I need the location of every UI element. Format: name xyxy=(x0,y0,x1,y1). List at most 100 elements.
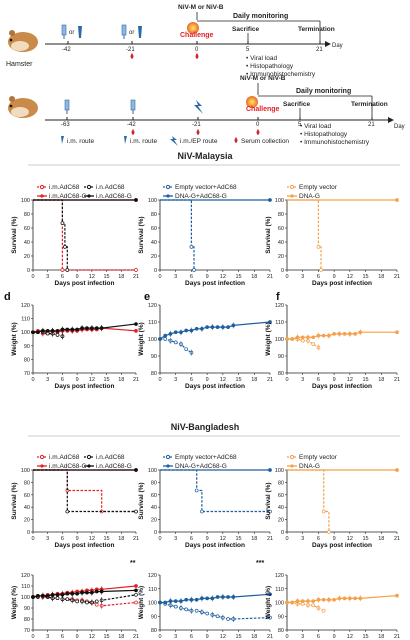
x-tick-label: 3 xyxy=(174,274,177,280)
legend-label: i.m.AdC68-G xyxy=(49,193,87,200)
day-tick: -21 xyxy=(126,47,135,53)
data-point xyxy=(134,592,138,597)
data-point xyxy=(226,617,230,621)
virus-burst-icon xyxy=(187,22,199,34)
series-line xyxy=(160,199,195,270)
data-point xyxy=(300,338,305,343)
data-point xyxy=(311,335,316,340)
y-tick-label: 80 xyxy=(151,628,157,634)
data-point xyxy=(134,588,138,593)
series-line xyxy=(32,327,137,333)
data-point xyxy=(31,330,35,335)
y-axis-label: Weight (%) xyxy=(11,322,18,355)
x-tick-label: 15 xyxy=(363,634,369,640)
x-tick-label: 6 xyxy=(317,377,320,383)
virus-burst-icon xyxy=(246,96,258,108)
y-tick-label: 110 xyxy=(148,587,157,593)
x-tick-label: 0 xyxy=(31,634,34,640)
hamster-icon-2 xyxy=(8,96,38,118)
y-axis-label: Survival (%) xyxy=(138,482,145,519)
data-point xyxy=(321,608,326,613)
data-point xyxy=(194,608,199,613)
data-point xyxy=(285,600,289,605)
series-line xyxy=(159,601,271,620)
legend-label: i.n.AdC68 xyxy=(96,184,125,191)
y-tick-label: 80 xyxy=(24,480,30,486)
data-point xyxy=(226,325,230,329)
y-tick-label: 60 xyxy=(278,493,284,499)
data-point xyxy=(332,332,336,336)
series-line xyxy=(160,593,271,604)
data-point xyxy=(65,591,70,596)
x-tick-label: 9 xyxy=(333,377,336,383)
readout-item: • Histopathology xyxy=(246,63,294,70)
data-point xyxy=(134,268,138,272)
y-tick-label: 110 xyxy=(275,587,284,593)
y-tick-label: 0 xyxy=(154,268,157,274)
x-tick-label: 9 xyxy=(76,634,79,640)
data-point xyxy=(342,596,347,601)
series-line xyxy=(33,469,136,513)
termination-label: Termination xyxy=(351,101,388,108)
data-point xyxy=(321,509,326,514)
timeline-arrow xyxy=(388,117,394,123)
data-point xyxy=(45,328,50,333)
y-tick-label: 90 xyxy=(24,606,30,612)
x-tick-label: 15 xyxy=(104,634,110,640)
data-point xyxy=(173,604,178,609)
data-point xyxy=(215,614,220,619)
day-label: Day xyxy=(332,43,343,49)
data-point xyxy=(332,597,336,602)
x-tick-label: 6 xyxy=(190,274,193,280)
readout-item: • Immunohistochemistry xyxy=(246,71,316,78)
x-tick-label: 15 xyxy=(104,274,110,280)
significance-mark: *** xyxy=(256,560,264,567)
data-point xyxy=(65,597,70,602)
y-tick-label: 20 xyxy=(151,518,157,524)
y-tick-label: 80 xyxy=(24,212,30,218)
day-tick: 5 xyxy=(246,47,250,53)
chart-B-survival-3: 0 20 40 60 80 100 0 3 6 9 12 15 18 21 Days post infect… xyxy=(265,468,400,549)
x-tick-label: 3 xyxy=(174,377,177,383)
x-tick-label: 6 xyxy=(190,377,193,383)
data-point xyxy=(226,595,230,599)
readout-item: • Immunohistochemistry xyxy=(300,139,370,146)
timeline-2: Day -63 -42 -21 0 5 21 NiV-M or NiV-B Ch… xyxy=(8,75,405,146)
data-point xyxy=(194,326,199,331)
x-tick-label: 9 xyxy=(76,274,79,280)
data-point xyxy=(353,332,357,336)
series-line xyxy=(33,323,137,333)
day-tick: -42 xyxy=(62,47,71,53)
x-tick-label: 9 xyxy=(333,536,336,542)
data-point xyxy=(268,198,272,202)
series-line xyxy=(287,469,330,532)
day-tick: -42 xyxy=(127,122,136,128)
x-tick-label: 15 xyxy=(104,377,110,383)
data-point xyxy=(65,327,70,332)
y-tick-label: 80 xyxy=(278,480,284,486)
blood-drop-icon xyxy=(131,129,135,135)
y-axis-label: Weight (%) xyxy=(11,586,18,619)
day-tick: 5 xyxy=(298,122,302,128)
chart-B-survival-2: 0 20 40 60 80 100 0 3 6 9 12 15 18 21 Days post infect… xyxy=(138,468,273,549)
x-tick-label: 9 xyxy=(206,634,209,640)
x-tick-label: 18 xyxy=(251,377,257,383)
data-point xyxy=(321,333,326,338)
data-point xyxy=(290,600,295,605)
sacrifice-label: Sacrifice xyxy=(232,26,259,33)
legend-malaysia-1: i.m.AdC68 i.m.AdC68-G i.n.AdC68 i.n.AdC6… xyxy=(37,184,132,200)
data-point xyxy=(75,327,79,332)
y-tick-label: 0 xyxy=(281,530,284,536)
data-point xyxy=(200,509,204,514)
data-point xyxy=(134,198,138,202)
data-point xyxy=(319,268,323,272)
data-point xyxy=(268,468,272,472)
ep-icon xyxy=(194,100,203,114)
section-title-malaysia: NiV-Malaysia xyxy=(177,151,233,161)
y-tick-label: 80 xyxy=(151,371,157,377)
y-tick-label: 90 xyxy=(151,354,157,360)
tick-marks xyxy=(66,117,373,120)
data-point xyxy=(65,268,70,272)
x-tick-label: 12 xyxy=(220,536,226,542)
